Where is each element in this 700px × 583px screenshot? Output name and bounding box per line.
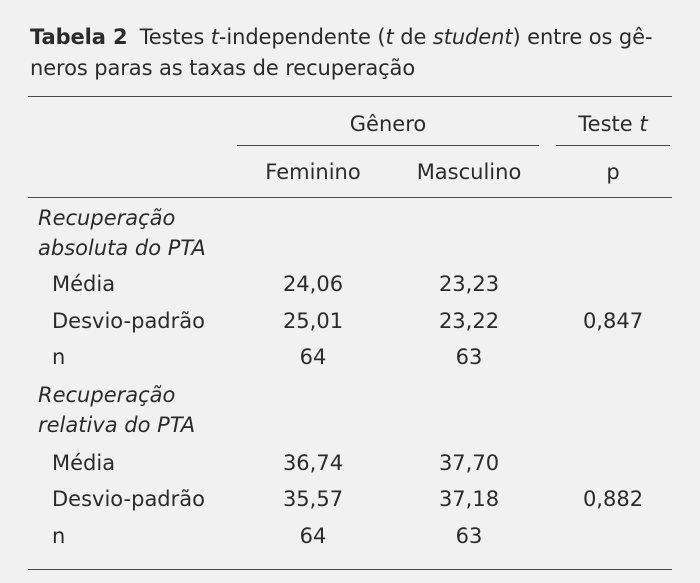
caption-text: Testes t-independente (t de student) ent… — [30, 25, 653, 80]
section-title: Recuperação — [38, 383, 176, 407]
row-label: Média — [52, 272, 116, 296]
cell-fem: 24,06 — [282, 272, 344, 296]
row-label: n — [52, 345, 66, 369]
header-p: p — [606, 160, 620, 184]
row-label: Desvio-padrão — [52, 309, 205, 333]
section-title: relativa do PTA — [38, 413, 196, 437]
row-label: n — [52, 524, 66, 548]
cell-fem: 36,74 — [282, 451, 344, 475]
genero-underline — [237, 145, 539, 146]
table-caption: Tabela 2 Testes t-independente (t de stud… — [30, 22, 675, 84]
cell-masc: 37,18 — [438, 487, 500, 511]
header-feminino: Feminino — [265, 160, 361, 184]
row-label: Desvio-padrão — [52, 487, 205, 511]
cell-masc: 63 — [455, 524, 483, 548]
header-genero: Gênero — [349, 112, 427, 136]
row-label: Média — [52, 451, 116, 475]
cell-fem: 64 — [299, 345, 327, 369]
header-bottom-rule — [28, 197, 672, 198]
cell-masc: 23,23 — [438, 272, 500, 296]
cell-fem: 35,57 — [282, 487, 344, 511]
cell-masc: 23,22 — [438, 309, 500, 333]
cell-masc: 37,70 — [438, 451, 500, 475]
cell-fem: 64 — [299, 524, 327, 548]
section-title: absoluta do PTA — [38, 236, 206, 260]
cell-masc: 63 — [455, 345, 483, 369]
cell-p: 0,882 — [582, 487, 644, 511]
top-rule — [28, 96, 672, 97]
cell-p: 0,847 — [582, 309, 644, 333]
cell-fem: 25,01 — [282, 309, 344, 333]
header-teste: Teste t — [578, 112, 648, 136]
section-title: Recuperação — [38, 206, 176, 230]
caption-label: Tabela 2 — [30, 25, 128, 49]
header-masculino: Masculino — [416, 160, 522, 184]
bottom-rule — [28, 569, 672, 570]
teste-underline — [556, 145, 670, 146]
